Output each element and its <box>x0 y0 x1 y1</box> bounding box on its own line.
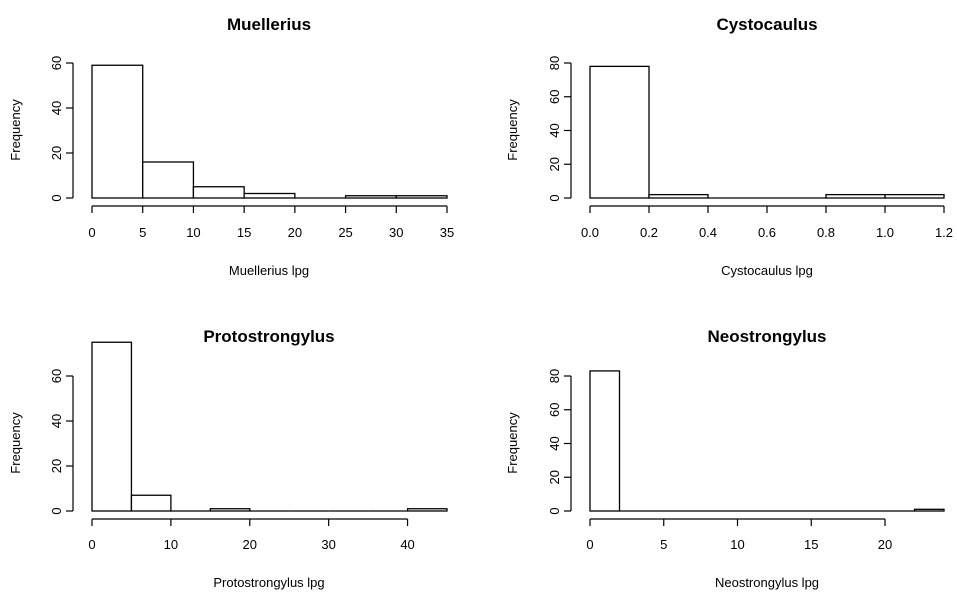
y-tick-label: 20 <box>547 157 562 171</box>
x-axis-label: Cystocaulus lpg <box>721 263 813 278</box>
x-tick-label: 0.6 <box>758 225 776 240</box>
x-tick-label: 20 <box>288 225 302 240</box>
y-tick-label: 80 <box>547 56 562 70</box>
histogram-bar <box>589 370 621 512</box>
y-axis-label: Frequency <box>8 99 23 161</box>
histogram-bar <box>243 192 296 199</box>
chart-title: Cystocaulus <box>716 15 817 34</box>
x-axis-label: Protostrongylus lpg <box>213 575 324 590</box>
histogram-panel: Protostrongylus 0 10 20 30 40 0 20 40 60 Protostro… <box>8 327 448 590</box>
x-axis-label: Muellerius lpg <box>229 263 309 278</box>
x-tick-label: 30 <box>321 537 335 552</box>
chart-title: Protostrongylus <box>203 327 334 346</box>
y-tick-label: 40 <box>547 436 562 450</box>
y-tick-label: 20 <box>547 470 562 484</box>
y-axis-label: Frequency <box>505 412 520 474</box>
histogram-bar <box>192 186 245 199</box>
y-tick-label: 20 <box>49 146 64 160</box>
y-tick-label: 0 <box>49 507 64 514</box>
y-tick-label: 60 <box>547 90 562 104</box>
histogram-bar <box>142 161 195 199</box>
x-tick-label: 25 <box>338 225 352 240</box>
histogram-bar <box>91 341 133 512</box>
x-tick-label: 40 <box>400 537 414 552</box>
histogram-panel: Neostrongylus 0 5 10 15 20 0 20 40 60 80 Neostrongy… <box>505 327 945 590</box>
x-tick-label: 5 <box>139 225 146 240</box>
x-tick-label: 0.0 <box>581 225 599 240</box>
histogram-bar <box>406 508 448 512</box>
y-tick-label: 20 <box>49 459 64 473</box>
y-axis-label: Frequency <box>8 412 23 474</box>
x-tick-label: 0 <box>88 537 95 552</box>
chart-title: Neostrongylus <box>707 327 826 346</box>
y-tick-label: 60 <box>49 56 64 70</box>
x-tick-label: 1.0 <box>876 225 894 240</box>
histogram-bar <box>395 195 448 199</box>
x-tick-label: 0.8 <box>817 225 835 240</box>
histogram-panel: Cystocaulus 0.0 0.2 0.4 0.6 0.8 1.0 1.2 0 20 40 60 8… <box>505 15 953 278</box>
y-tick-label: 0 <box>49 194 64 201</box>
y-tick-label: 60 <box>49 369 64 383</box>
histogram-bar <box>648 193 709 199</box>
y-tick-label: 60 <box>547 403 562 417</box>
x-axis-label: Neostrongylus lpg <box>715 575 819 590</box>
x-tick-label: 15 <box>237 225 251 240</box>
histogram-bar <box>884 193 945 199</box>
x-tick-label: 20 <box>878 537 892 552</box>
y-tick-label: 0 <box>547 194 562 201</box>
histogram-bar <box>91 64 144 199</box>
histogram-bar <box>913 508 945 512</box>
x-tick-label: 15 <box>804 537 818 552</box>
histogram-bar <box>825 193 886 199</box>
y-tick-label: 40 <box>49 414 64 428</box>
histogram-bar <box>209 508 251 512</box>
chart-title: Muellerius <box>227 15 311 34</box>
x-tick-label: 30 <box>389 225 403 240</box>
x-tick-label: 5 <box>660 537 667 552</box>
y-tick-label: 40 <box>49 101 64 115</box>
x-tick-label: 10 <box>186 225 200 240</box>
y-axis-label: Frequency <box>505 99 520 161</box>
y-tick-label: 40 <box>547 123 562 137</box>
x-tick-label: 10 <box>164 537 178 552</box>
y-tick-label: 0 <box>547 507 562 514</box>
histogram-bar <box>589 65 650 199</box>
x-tick-label: 35 <box>440 225 454 240</box>
x-tick-label: 1.2 <box>935 225 953 240</box>
histogram-panel: Muellerius 0 5 10 15 20 25 30 35 0 20 40 60 Muelleriu… <box>8 15 454 278</box>
x-tick-label: 0 <box>88 225 95 240</box>
x-tick-label: 0.2 <box>640 225 658 240</box>
y-tick-label: 80 <box>547 369 562 383</box>
histogram-bar <box>130 494 172 512</box>
x-tick-label: 0 <box>586 537 593 552</box>
x-tick-label: 20 <box>243 537 257 552</box>
x-tick-label: 0.4 <box>699 225 717 240</box>
histogram-bar <box>344 195 397 199</box>
x-tick-label: 10 <box>730 537 744 552</box>
